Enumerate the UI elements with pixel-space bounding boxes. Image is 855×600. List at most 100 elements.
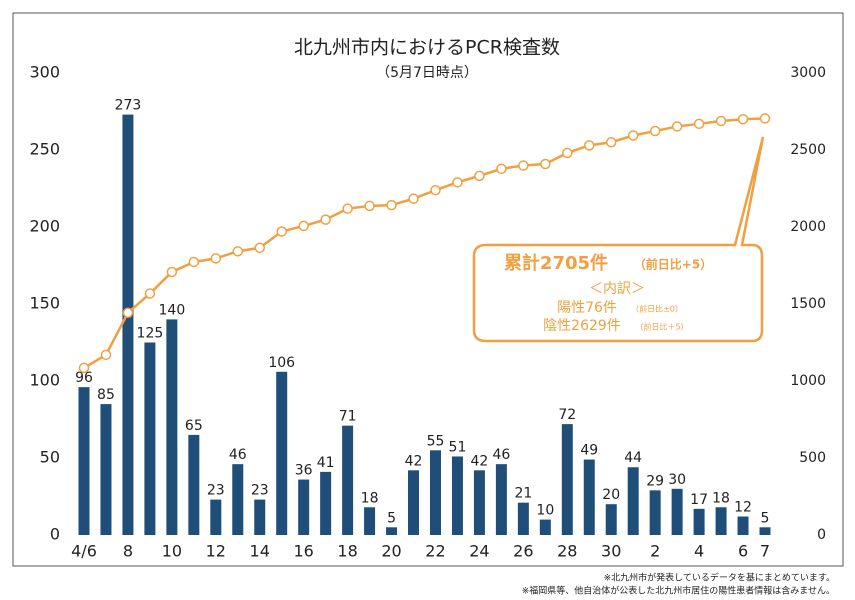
chart-frame — [12, 12, 844, 567]
x-tick-label: 26 — [513, 542, 533, 561]
bar — [759, 527, 771, 535]
x-tick-label: 6 — [738, 542, 748, 561]
x-tick-label: 18 — [337, 542, 357, 561]
bar — [144, 342, 156, 535]
annotation-box — [472, 136, 765, 343]
x-tick-label: 7 — [760, 542, 770, 561]
x-tick-label: 16 — [293, 542, 313, 561]
bar — [627, 467, 639, 535]
y-tick-label: 50 — [40, 448, 60, 467]
data-label: 29 — [646, 473, 664, 489]
bar — [517, 502, 529, 535]
data-label: 46 — [229, 447, 247, 463]
y-tick-label: 100 — [29, 371, 60, 390]
line-marker — [144, 288, 156, 299]
line-marker — [254, 242, 265, 254]
x-tick-label: 10 — [162, 542, 182, 561]
data-label: 106 — [268, 355, 295, 371]
y-tick-label: 150 — [29, 294, 60, 313]
bar — [298, 479, 310, 535]
annotation-positive: 陽性76件 — [557, 300, 617, 316]
y2-tick-label: 1000 — [790, 373, 826, 389]
line-marker — [737, 113, 749, 125]
bar — [122, 114, 134, 535]
y2-tick-label: 2000 — [790, 219, 826, 235]
y2-tick-label: 0 — [817, 527, 826, 543]
y2-tick-label: 500 — [799, 450, 826, 466]
line-marker — [232, 246, 244, 257]
data-label: 49 — [580, 443, 598, 459]
data-label: 17 — [690, 492, 708, 508]
data-label: 36 — [295, 463, 313, 479]
annotation-negative-change: （前日比＋5） — [635, 322, 688, 332]
line-marker — [649, 125, 661, 137]
data-label: 20 — [602, 487, 620, 503]
line-marker — [518, 160, 529, 171]
line-marker — [605, 137, 617, 148]
annotation-total-change: （前日比+5） — [634, 257, 712, 272]
line-marker — [671, 121, 683, 132]
data-label: 72 — [558, 407, 576, 423]
bar — [561, 424, 573, 535]
y2-tick-label: 2500 — [790, 142, 826, 158]
data-label: 18 — [361, 490, 379, 506]
line-marker — [210, 253, 222, 264]
line-marker — [496, 163, 507, 175]
data-label: 12 — [734, 500, 752, 516]
bar — [429, 450, 441, 535]
line-marker — [430, 184, 441, 196]
annotation-positive-change: （前日比±0） — [631, 304, 683, 314]
bar — [276, 371, 288, 535]
bar — [166, 319, 178, 535]
data-label: 5 — [387, 510, 396, 526]
line-marker — [298, 220, 309, 232]
bar — [78, 387, 90, 535]
x-tick-label: 8 — [123, 542, 133, 561]
bar — [539, 519, 551, 535]
bar — [715, 507, 727, 535]
line-marker — [78, 362, 90, 374]
data-label: 44 — [624, 450, 642, 466]
bar — [320, 471, 332, 535]
chart-subtitle: （5月7日時点） — [376, 65, 478, 81]
x-tick-label: 14 — [250, 542, 270, 561]
bar — [451, 456, 463, 535]
data-label: 71 — [339, 409, 357, 425]
line-marker — [408, 193, 419, 204]
line-marker — [474, 170, 485, 182]
line-marker — [693, 118, 705, 130]
y-tick-label: 300 — [29, 63, 60, 82]
y-tick-label: 250 — [29, 140, 60, 159]
x-tick-label: 12 — [206, 542, 226, 561]
annotation-breakdown: ＜内訳＞ — [589, 281, 645, 297]
bar — [254, 499, 266, 535]
footnote: ※福岡県等、他自治体が公表した北九州市居住の陽性患者情報は含みません。 — [522, 585, 835, 597]
y-tick-label: 200 — [29, 217, 60, 236]
data-label: 23 — [207, 483, 225, 499]
data-label: 30 — [668, 472, 686, 488]
bar — [210, 499, 222, 535]
bar — [342, 425, 354, 535]
data-label: 23 — [251, 483, 269, 499]
y2-tick-label: 1500 — [790, 296, 826, 312]
annotation-total: 累計2705件 — [504, 252, 608, 274]
line-marker — [452, 177, 463, 188]
line-marker — [364, 200, 375, 212]
line-marker — [188, 256, 200, 268]
bar — [232, 464, 244, 535]
bar — [693, 508, 705, 535]
data-label: 51 — [449, 439, 467, 455]
bar — [649, 490, 661, 535]
x-tick-label: 22 — [425, 542, 445, 561]
data-label: 140 — [159, 302, 186, 318]
x-tick-label: 2 — [650, 542, 660, 561]
chart-title: 北九州市内におけるPCR検査数 — [294, 37, 560, 59]
data-label: 41 — [317, 455, 335, 471]
y-tick-label: 0 — [50, 525, 60, 544]
data-label: 55 — [427, 433, 445, 449]
line-marker — [584, 140, 595, 151]
line-marker — [627, 130, 639, 141]
line-marker — [166, 266, 178, 278]
annotation-negative: 陰性2629件 — [543, 318, 621, 334]
